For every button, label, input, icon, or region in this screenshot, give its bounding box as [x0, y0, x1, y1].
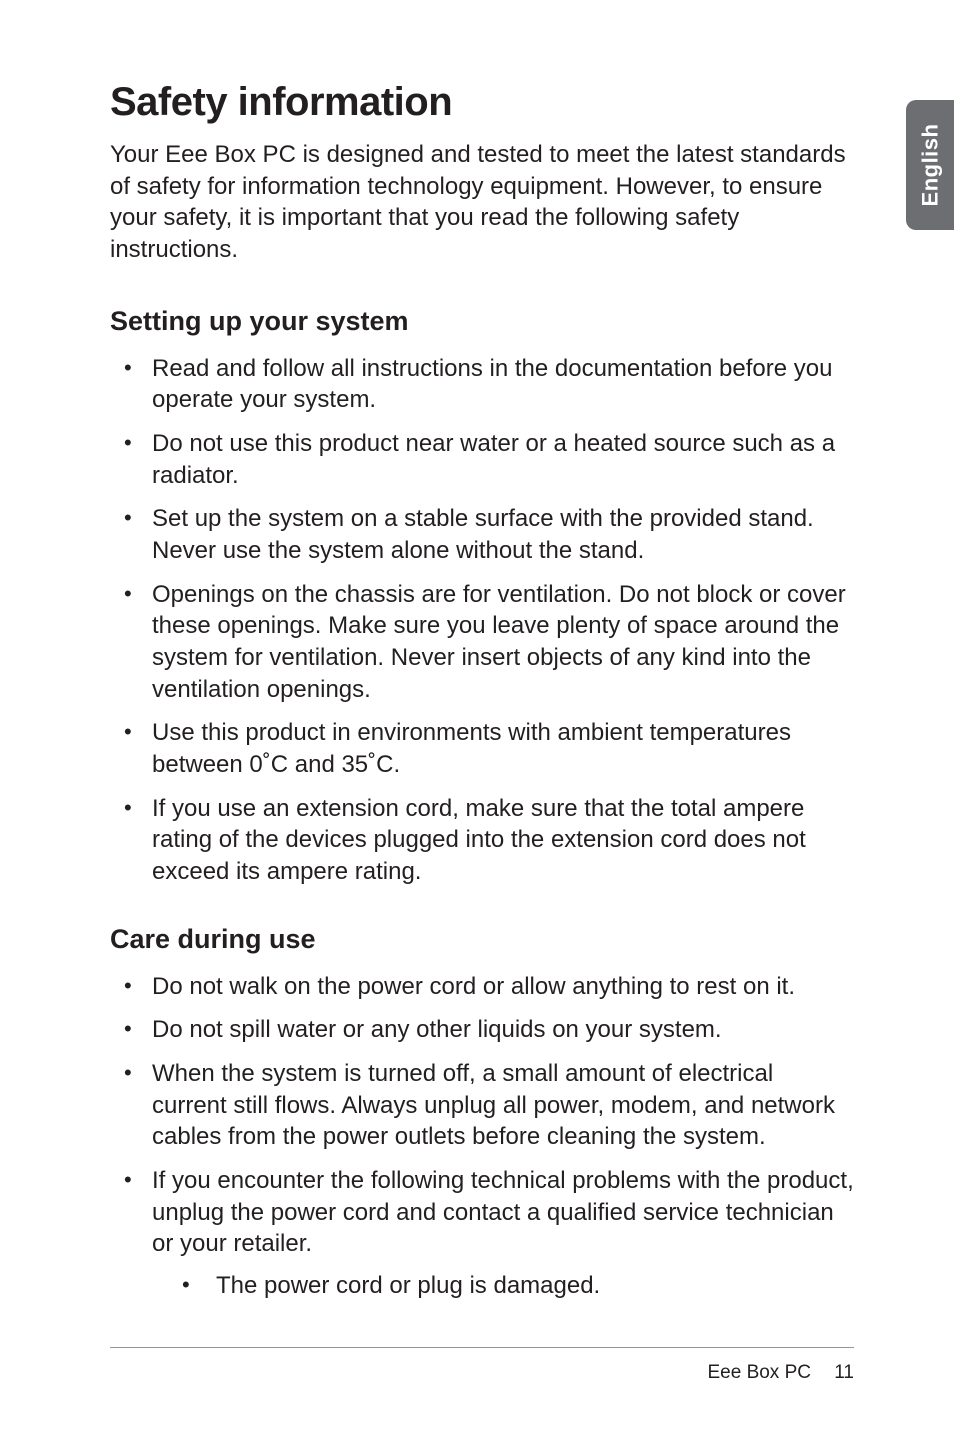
list-item: The power cord or plug is damaged. [152, 1270, 854, 1302]
section-heading-setup: Setting up your system [110, 306, 854, 337]
list-item: Openings on the chassis are for ventilat… [110, 579, 854, 706]
list-item: If you encounter the following technical… [110, 1165, 854, 1302]
list-item: Do not spill water or any other liquids … [110, 1014, 854, 1046]
list-item: Use this product in environments with am… [110, 717, 854, 780]
footer-page-number: 11 [834, 1362, 854, 1383]
footer-product: Eee Box PC [707, 1362, 811, 1383]
footer-rule [110, 1347, 854, 1348]
language-tab-label: English [917, 124, 943, 207]
list-item: Do not walk on the power cord or allow a… [110, 971, 854, 1003]
list-item: Do not use this product near water or a … [110, 428, 854, 491]
intro-paragraph: Your Eee Box PC is designed and tested t… [110, 139, 854, 266]
language-tab: English [906, 100, 954, 230]
list-item: When the system is turned off, a small a… [110, 1058, 854, 1153]
list-item: Set up the system on a stable surface wi… [110, 503, 854, 566]
page-footer: Eee Box PC 11 [707, 1362, 854, 1384]
sub-list: The power cord or plug is damaged. [152, 1270, 854, 1302]
section-heading-care: Care during use [110, 924, 854, 955]
list-item-text: If you encounter the following technical… [152, 1167, 854, 1257]
list-item: Read and follow all instructions in the … [110, 353, 854, 416]
list-item: If you use an extension cord, make sure … [110, 793, 854, 888]
page-title: Safety information [110, 80, 854, 125]
setup-list: Read and follow all instructions in the … [110, 353, 854, 888]
care-list: Do not walk on the power cord or allow a… [110, 971, 854, 1302]
page: English Safety information Your Eee Box … [0, 0, 954, 1438]
